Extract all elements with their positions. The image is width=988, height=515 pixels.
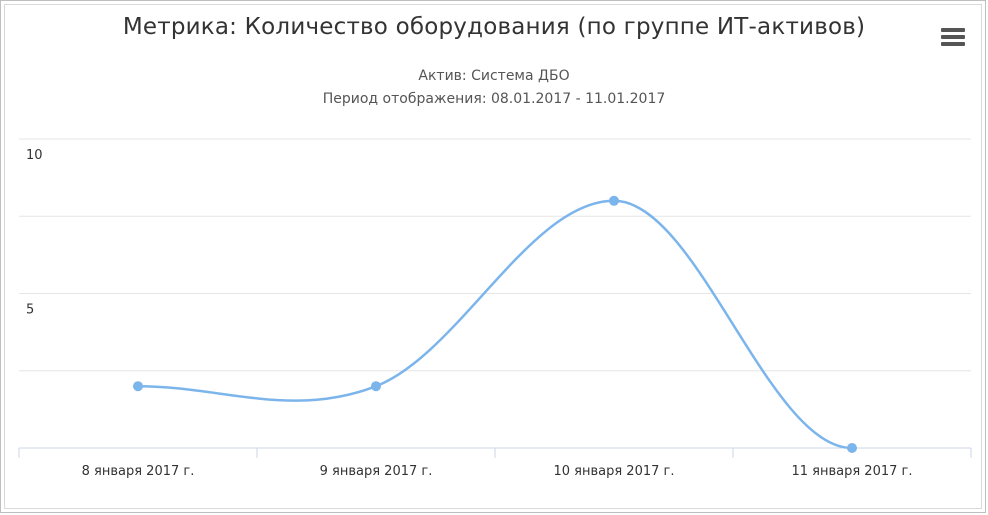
grid-lines [19, 138, 971, 372]
chart-title: Метрика: Количество оборудования (по гру… [122, 14, 866, 40]
data-point-1[interactable] [371, 381, 381, 392]
data-point-3[interactable] [847, 443, 857, 453]
data-point-0[interactable] [133, 381, 143, 392]
x-tick-label: 8 января 2017 г. [82, 464, 195, 479]
hamburger-menu-icon[interactable] [940, 26, 966, 48]
x-tick-label: 11 января 2017 г. [791, 464, 912, 479]
data-point-2[interactable] [609, 195, 619, 206]
series-group [133, 195, 857, 453]
x-tick-label: 10 января 2017 г. [553, 464, 674, 479]
chart-inner-border [4, 4, 982, 509]
chart-subtitle-asset: Актив: Система ДБО [418, 68, 570, 84]
x-axis: 8 января 2017 г. 9 января 2017 г. 10 январ… [18, 447, 972, 479]
series-line [137, 199, 853, 450]
x-tick-label: 9 января 2017 г. [320, 464, 433, 479]
y-tick-label: 10 [26, 148, 43, 163]
y-tick-label: 5 [26, 303, 34, 318]
y-axis: 5 10 [26, 148, 43, 318]
chart-subtitle-period: Период отображения: 08.01.2017 - 11.01.2… [322, 91, 666, 107]
